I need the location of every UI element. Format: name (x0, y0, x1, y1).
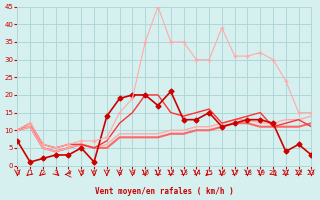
X-axis label: Vent moyen/en rafales ( km/h ): Vent moyen/en rafales ( km/h ) (95, 187, 234, 196)
